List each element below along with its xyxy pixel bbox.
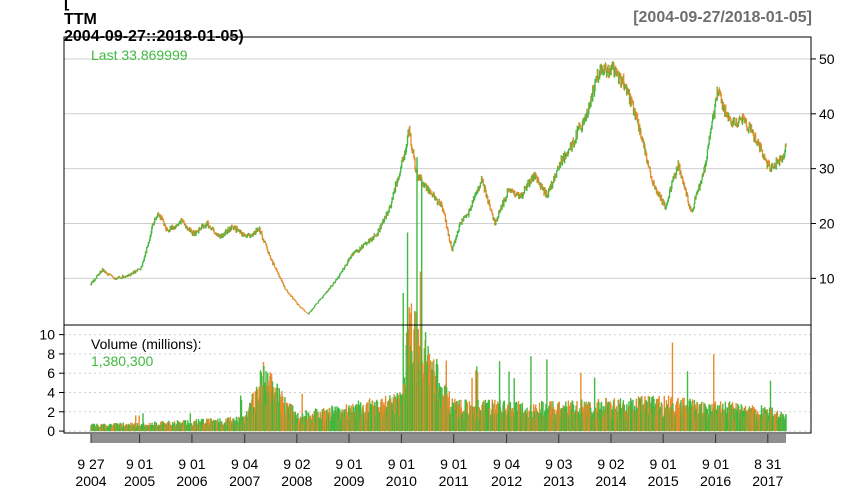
x-tick-year: 2005 xyxy=(124,473,155,489)
x-tick-year: 2017 xyxy=(752,473,783,489)
volume-panel-label: Volume (millions): xyxy=(91,336,201,352)
volume-tick-label: 8 xyxy=(47,346,55,362)
x-tick-monthday: 9 01 xyxy=(388,456,415,472)
x-tick-monthday: 9 04 xyxy=(231,456,258,472)
time-axis-fill xyxy=(91,434,786,443)
x-tick-year: 2009 xyxy=(333,473,364,489)
x-tick-monthday: 9 01 xyxy=(440,456,467,472)
x-tick-year: 2016 xyxy=(700,473,731,489)
x-tick-year: 2008 xyxy=(281,473,312,489)
x-tick-monthday: 9 04 xyxy=(493,456,520,472)
price-gridlines xyxy=(64,58,811,279)
x-tick-year: 2012 xyxy=(491,473,522,489)
time-axis-bar xyxy=(91,434,786,443)
volume-tick-label: 2 xyxy=(47,404,55,420)
x-tick-monthday: 9 02 xyxy=(283,456,310,472)
volume-axis: 0 2 4 6 8 10 xyxy=(39,327,64,439)
price-axis: 10 20 30 40 50 xyxy=(811,51,835,286)
x-tick-monthday: 9 01 xyxy=(650,456,677,472)
price-tick-label: 40 xyxy=(819,106,835,122)
x-tick-monthday: 9 03 xyxy=(545,456,572,472)
x-tick-year: 2015 xyxy=(648,473,679,489)
volume-bars xyxy=(90,157,787,432)
x-tick-monthday: 8 31 xyxy=(754,456,781,472)
x-tick-monthday: 9 01 xyxy=(178,456,205,472)
x-tick-year: 2006 xyxy=(176,473,207,489)
x-tick-year: 2014 xyxy=(595,473,626,489)
x-tick-monthday: 9 01 xyxy=(702,456,729,472)
price-tick-label: 20 xyxy=(819,216,835,232)
last-price-label: Last 33.869999 xyxy=(91,47,188,63)
price-tick-label: 30 xyxy=(819,161,835,177)
x-tick-year: 2013 xyxy=(543,473,574,489)
last-volume-value: 1,380,300 xyxy=(91,353,153,369)
x-tick-monthday: 9 27 xyxy=(77,456,104,472)
x-tick-monthday: 9 01 xyxy=(126,456,153,472)
x-tick-monthday: 9 01 xyxy=(335,456,362,472)
x-tick-year: 2010 xyxy=(386,473,417,489)
date-range-label: [2004-09-27/2018-01-05] xyxy=(633,9,812,26)
x-tick-year: 2011 xyxy=(439,473,469,489)
price-candles xyxy=(90,61,787,315)
x-tick-year: 2004 xyxy=(75,473,106,489)
volume-panel-frame xyxy=(63,324,812,434)
price-tick-label: 10 xyxy=(819,270,835,286)
price-panel-frame xyxy=(63,36,812,326)
volume-tick-label: 4 xyxy=(47,385,55,401)
volume-tick-label: 0 xyxy=(47,423,55,439)
volume-tick-label: 10 xyxy=(39,327,55,343)
volume-tick-label: 6 xyxy=(47,365,55,381)
x-tick-monthday: 9 02 xyxy=(597,456,624,472)
x-tick-year: 2007 xyxy=(229,473,260,489)
price-tick-label: 50 xyxy=(819,51,835,67)
